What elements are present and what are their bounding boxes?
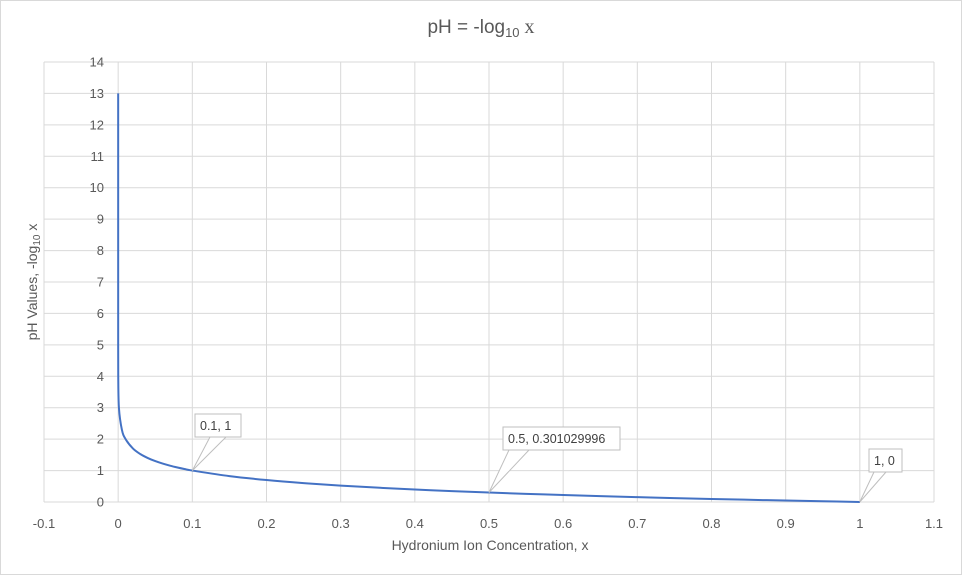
y-tick-label: 9 [97, 212, 104, 227]
data-label-text: 0.5, 0.301029996 [508, 432, 605, 446]
x-tick-label: 0.9 [777, 516, 795, 531]
data-label-callout [488, 449, 530, 493]
data-label: 0.5, 0.301029996 [488, 426, 621, 493]
x-axis-label: Hydronium Ion Concentration, x [391, 537, 589, 553]
y-tick-label: 8 [97, 243, 104, 258]
y-tick-label: 3 [97, 400, 104, 415]
x-tick-label: 0.7 [628, 516, 646, 531]
y-tick-label: 0 [97, 495, 104, 510]
y-tick-label: 7 [97, 275, 104, 290]
y-tick-label: 6 [97, 306, 104, 321]
data-label-text: 1, 0 [874, 454, 895, 468]
chart-title: pH = -log10 x [0, 16, 962, 40]
y-tick-label: 10 [90, 180, 104, 195]
y-tick-label: 1 [97, 463, 104, 478]
x-tick-label: 0.1 [183, 516, 201, 531]
series-line [117, 93, 860, 503]
series-group [117, 93, 860, 503]
x-tick-label: 0.3 [332, 516, 350, 531]
x-tick-label: 0 [115, 516, 122, 531]
y-tick-label: 13 [90, 86, 104, 101]
y-tick-label: 2 [97, 432, 104, 447]
title-subscript: 10 [505, 25, 520, 40]
data-label-callout [191, 436, 227, 471]
y-tick-label: 12 [90, 117, 104, 132]
x-tick-label: 0.2 [257, 516, 275, 531]
title-variable: x [519, 16, 535, 38]
x-tick-label: 0.4 [406, 516, 424, 531]
x-tick-label: 0.6 [554, 516, 572, 531]
x-tick-label: 1 [856, 516, 863, 531]
x-tick-label: -0.1 [33, 516, 55, 531]
data-label: 0.1, 1 [191, 413, 242, 471]
y-axis-label-subscript: 10 [32, 234, 43, 246]
data-label-box [194, 413, 242, 438]
y-axis-label-variable: x [24, 223, 40, 235]
y-tick-label: 5 [97, 337, 104, 352]
title-text: pH = -log [427, 17, 506, 38]
y-tick-label: 14 [90, 55, 104, 70]
data-label: 1, 0 [859, 448, 903, 503]
x-tick-label: 0.5 [480, 516, 498, 531]
y-tick-label: 4 [97, 369, 104, 384]
data-label-text: 0.1, 1 [200, 419, 231, 433]
y-axis-label: pH Values, -log10 x [24, 132, 44, 432]
x-tick-label: 1.1 [925, 516, 943, 531]
data-labels: 0.1, 1 0.5, 0.301029996 1, 0 [191, 413, 903, 503]
data-label-box [868, 448, 903, 473]
y-tick-label: 11 [91, 149, 105, 164]
x-tick-label: 0.8 [702, 516, 720, 531]
y-axis-label-text: pH Values, -log [24, 245, 40, 341]
tick-labels: -0.1 0 0.1 0.2 0.3 0.4 0.5 0.6 0.7 0.8 0.9 1 1.10123… [33, 55, 943, 532]
gridlines [43, 61, 935, 503]
data-label-box [502, 426, 621, 451]
data-label-callout [859, 471, 887, 503]
